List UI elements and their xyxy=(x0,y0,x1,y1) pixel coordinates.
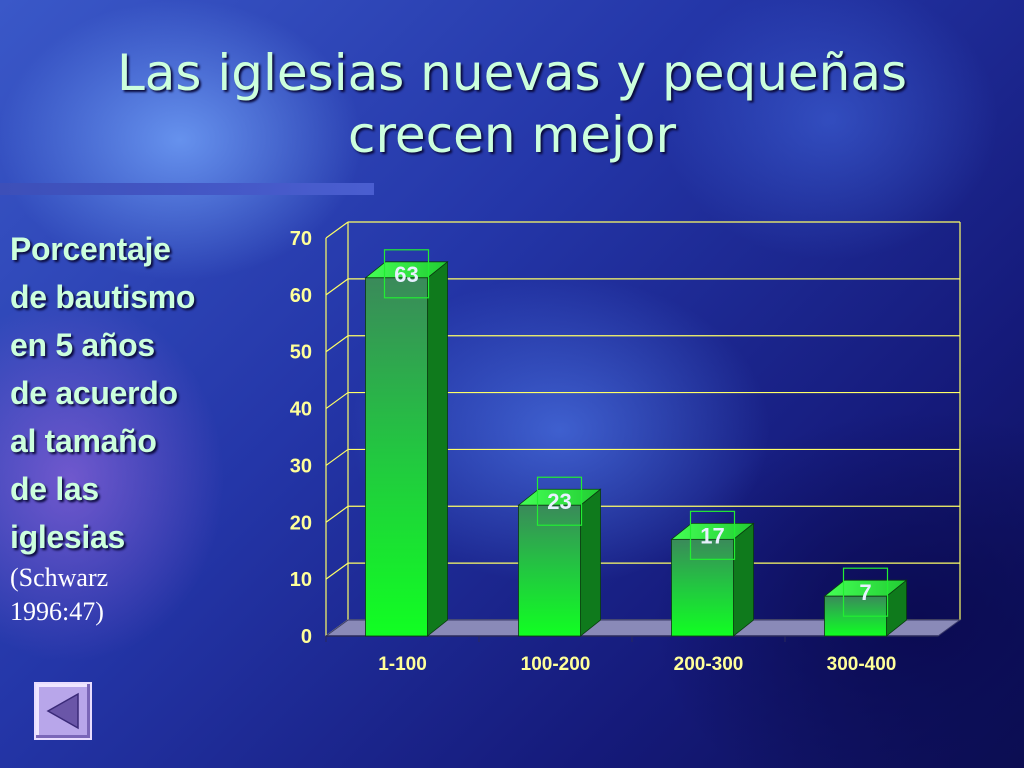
y-tick-label-5: 50 xyxy=(290,342,312,364)
side-line-3: en 5 años xyxy=(10,327,155,363)
citation-line-2: 1996:47) xyxy=(10,597,104,626)
y-tick-label-7: 70 xyxy=(290,228,312,250)
title-line-2: crecen mejor xyxy=(347,106,677,164)
gridline-wall-4 xyxy=(325,392,349,410)
data-label-2: 17 xyxy=(700,523,724,548)
data-label-1: 23 xyxy=(547,489,571,514)
y-tick-label-0: 0 xyxy=(301,626,312,648)
gridline-wall-3 xyxy=(325,448,349,466)
citation-line-1: (Schwarz xyxy=(10,563,109,592)
gridline-wall-1 xyxy=(325,562,349,580)
y-tick-label-4: 40 xyxy=(290,399,312,421)
gridline-wall-5 xyxy=(325,335,349,353)
bar-side-1 xyxy=(580,488,601,637)
data-label-box-0 xyxy=(383,249,430,299)
data-label-box-3 xyxy=(842,567,889,617)
side-line-4: de acuerdo xyxy=(10,375,178,411)
data-label-0: 63 xyxy=(394,262,418,287)
data-label-3: 7 xyxy=(859,580,871,605)
triangle-back-icon xyxy=(46,692,79,730)
x-category-label-1: 100-200 xyxy=(521,654,591,675)
back-nav-button[interactable] xyxy=(34,682,92,740)
y-tick-label-3: 30 xyxy=(290,455,312,477)
slide-title: Las iglesias nuevas y pequeñas crecen me… xyxy=(0,42,1024,166)
side-line-6: de las xyxy=(10,471,99,507)
side-caption: Porcentaje de bautismo en 5 años de acue… xyxy=(10,225,260,629)
x-category-label-3: 300-400 xyxy=(827,654,897,675)
title-line-1: Las iglesias nuevas y pequeñas xyxy=(116,44,908,102)
side-line-1: Porcentaje xyxy=(10,231,171,267)
bar-0 xyxy=(365,277,428,637)
y-tick-label-6: 60 xyxy=(290,285,312,307)
y-tick-label-2: 20 xyxy=(290,512,312,534)
y-tick-label-1: 10 xyxy=(290,569,312,591)
data-label-box-2 xyxy=(689,510,736,560)
bar-side-0 xyxy=(427,260,448,637)
side-line-5: al tamaño xyxy=(10,423,157,459)
gridline-wall-2 xyxy=(325,505,349,523)
data-label-box-1 xyxy=(536,476,583,526)
bar-1 xyxy=(518,504,581,637)
x-category-label-0: 1-100 xyxy=(378,654,427,675)
bar-side-2 xyxy=(733,522,754,637)
gridline-wall-7 xyxy=(325,221,349,239)
bar-2 xyxy=(671,538,734,637)
x-category-label-2: 200-300 xyxy=(674,654,744,675)
gridline-wall-6 xyxy=(325,278,349,296)
side-line-7: iglesias xyxy=(10,519,126,555)
title-underline-bar xyxy=(0,183,374,195)
side-line-2: de bautismo xyxy=(10,279,196,315)
